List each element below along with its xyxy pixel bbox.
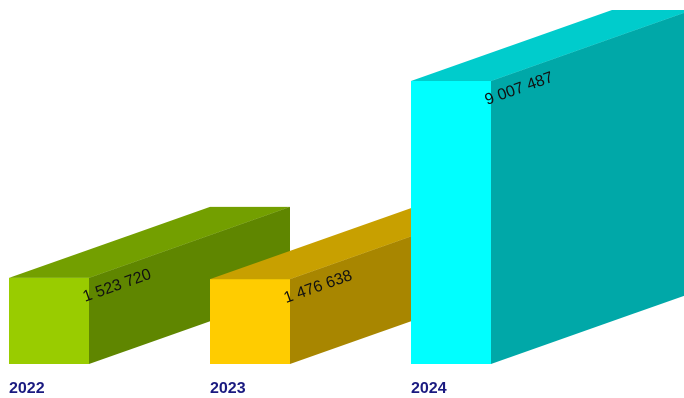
bar-front-face (210, 279, 290, 364)
bar-front-face (9, 277, 89, 364)
bar-top-face (411, 10, 684, 81)
category-label-2024: 2024 (411, 380, 447, 397)
category-label-2022: 2022 (9, 380, 45, 397)
bar-2024 (411, 10, 684, 364)
category-labels-group: 2022 2023 2024 (9, 380, 447, 397)
bar-2022 (9, 206, 290, 364)
bar-side-face (491, 12, 684, 364)
bar-front-face (411, 81, 491, 364)
bars-group (9, 10, 684, 364)
bar-top-face (9, 206, 290, 278)
category-label-2023: 2023 (210, 380, 246, 397)
bar-side-face (89, 206, 290, 364)
